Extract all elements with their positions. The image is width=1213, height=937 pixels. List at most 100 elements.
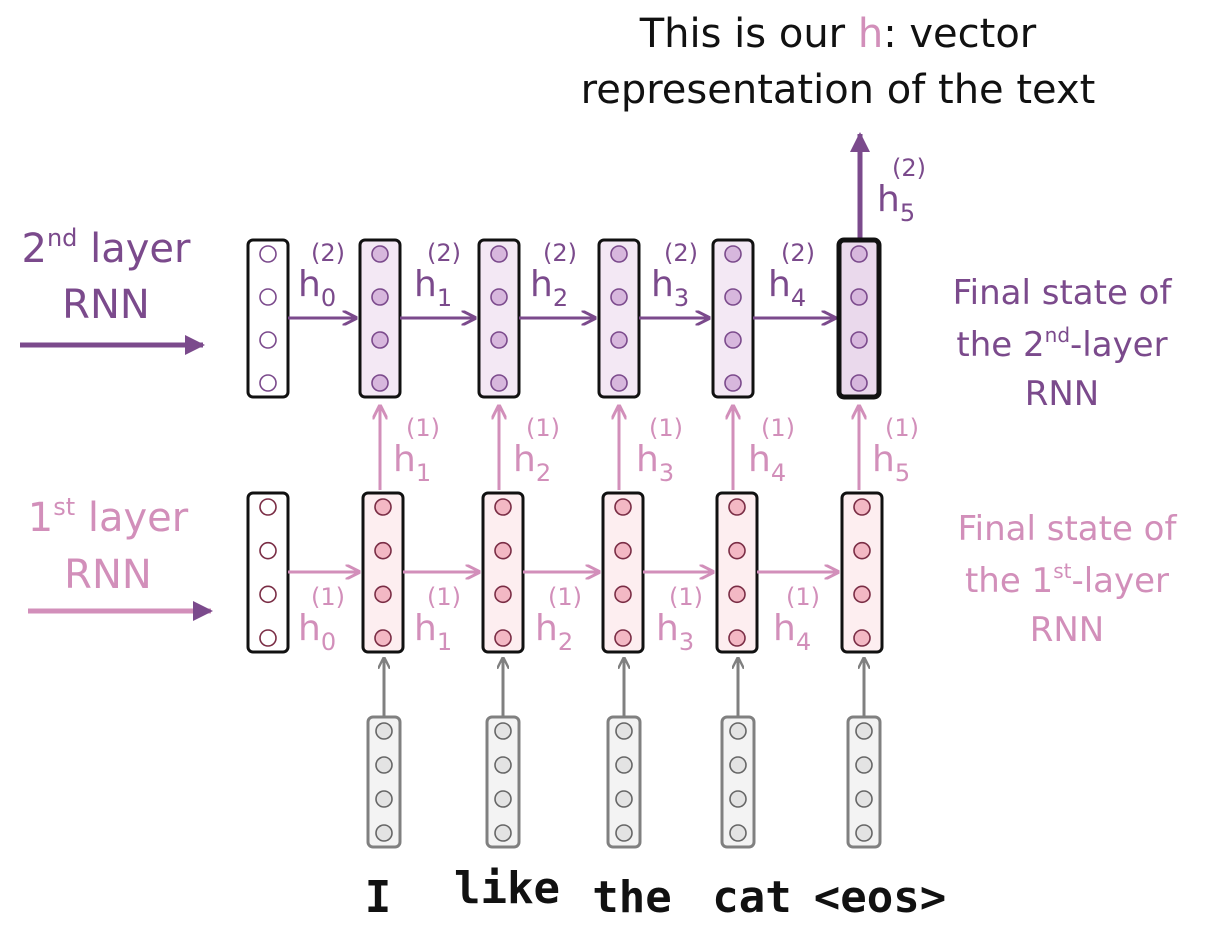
unit-dot [853, 541, 871, 560]
unit-dot [855, 756, 873, 774]
layer1-output-label-1-sup: (1) [526, 414, 560, 442]
title-pre: This is our [639, 11, 858, 57]
unit-dot [850, 331, 868, 349]
layer2-state-label-0-text: h0 [298, 264, 336, 312]
unit-dot [490, 331, 508, 349]
layer1-cell-0-box [246, 491, 290, 654]
unit-dot [728, 541, 746, 560]
layer2-cell-1-box [358, 238, 402, 399]
title-line-1: This is our h: vector [639, 11, 1037, 57]
input-cell-1-box [485, 715, 521, 849]
layer2-label-line2: RNN [62, 282, 150, 328]
unit-dot [853, 585, 871, 604]
unit-dot [259, 331, 277, 349]
input-cell-2-box [606, 715, 642, 849]
layer1-cell-2-box [481, 491, 525, 654]
unit-dot [855, 790, 873, 808]
output-h5-sup: (2) [892, 154, 926, 182]
layer1-output-label-3-text: h4 [748, 439, 786, 487]
layer1-cell-0 [246, 491, 290, 654]
unit-dot [853, 498, 871, 516]
layer2-cell-1 [358, 238, 402, 399]
layer1-output-label-0: h1(1) [393, 414, 440, 487]
unit-dot [371, 331, 389, 349]
unit-dot [259, 629, 277, 647]
layer2-cell-0 [246, 238, 290, 399]
unit-dot [494, 541, 512, 560]
layer1-output-label-2-text: h3 [636, 439, 674, 487]
layer1-cell-3-box [601, 491, 645, 654]
layer1-state-label-4-text: h4 [773, 608, 811, 656]
title-h: h [858, 11, 883, 57]
layer2-state-label-4: h4(2) [768, 239, 815, 312]
layer1-output-label-4: h5(1) [872, 414, 919, 487]
layer2-cell-2-box [477, 238, 521, 399]
layer2-cell-5 [836, 237, 882, 400]
layer1-output-label-0-text: h1 [393, 439, 431, 487]
final1-line2: the 1st-layer [965, 559, 1169, 601]
layer2-state-label-3-sup: (2) [664, 239, 698, 267]
unit-dot [615, 722, 633, 740]
unit-dot [375, 722, 393, 740]
layer1-label-line2: RNN [64, 552, 152, 598]
layer2-label-line1: 2nd layer [22, 224, 192, 272]
unit-dot [724, 331, 742, 349]
unit-dot [610, 331, 628, 349]
input-cell-0 [366, 715, 402, 849]
layer2-cell-3-box [597, 238, 641, 399]
unit-dot [494, 585, 512, 604]
unit-dot [259, 374, 277, 392]
layer2-state-label-4-text: h4 [768, 264, 806, 312]
unit-dot [259, 288, 277, 306]
unit-dot [850, 288, 868, 306]
layer1-cell-1 [361, 491, 405, 654]
input-word-0: I [365, 872, 392, 923]
layer1-output-label-1: h2(1) [513, 414, 560, 487]
input-cell-4 [846, 715, 882, 849]
layer1-state-label-1: h1(1) [414, 583, 461, 656]
unit-dot [615, 790, 633, 808]
layer1-cell-4 [715, 491, 759, 654]
layer1-cell-2 [481, 491, 525, 654]
layer1-output-label-2-sup: (1) [649, 414, 683, 442]
unit-dot [494, 756, 512, 774]
unit-dot [494, 824, 512, 842]
layer1-state-label-2-sup: (1) [548, 583, 582, 611]
layer1-cell-5-box [840, 491, 884, 654]
unit-dot [375, 824, 393, 842]
title-post: : vector [883, 11, 1037, 57]
unit-dot [374, 585, 392, 604]
unit-dot [494, 498, 512, 516]
layer1-cell-1-box [361, 491, 405, 654]
unit-dot [614, 498, 632, 516]
unit-dot [615, 756, 633, 774]
input-word-3: cat [712, 872, 791, 923]
layer1-output-label-0-sup: (1) [406, 414, 440, 442]
unit-dot [374, 629, 392, 647]
unit-dot [850, 245, 868, 263]
layer1-label-line1: 1st layer [28, 493, 189, 541]
unit-dot [729, 790, 747, 808]
unit-dot [374, 498, 392, 516]
layer2-state-label-3: h3(2) [651, 239, 698, 312]
input-word-1: like [454, 863, 560, 914]
layer1-state-label-3-text: h3 [656, 608, 694, 656]
layer2-state-label-1: h1(2) [414, 239, 461, 312]
layer2-cell-4-box [711, 238, 755, 399]
layer1-output-label-4-text: h5 [872, 439, 910, 487]
unit-dot [490, 245, 508, 263]
output-h5-label: h5 [877, 179, 915, 227]
unit-dot [855, 722, 873, 740]
unit-dot [375, 756, 393, 774]
layer1-state-label-2-text: h2 [535, 608, 573, 656]
unit-dot [724, 288, 742, 306]
unit-dot [375, 790, 393, 808]
unit-dot [371, 245, 389, 263]
unit-dot [729, 722, 747, 740]
input-cell-3 [720, 715, 756, 849]
layer2-cell-2 [477, 238, 521, 399]
unit-dot [490, 288, 508, 306]
layer2-cell-4 [711, 238, 755, 399]
unit-dot [850, 374, 868, 392]
